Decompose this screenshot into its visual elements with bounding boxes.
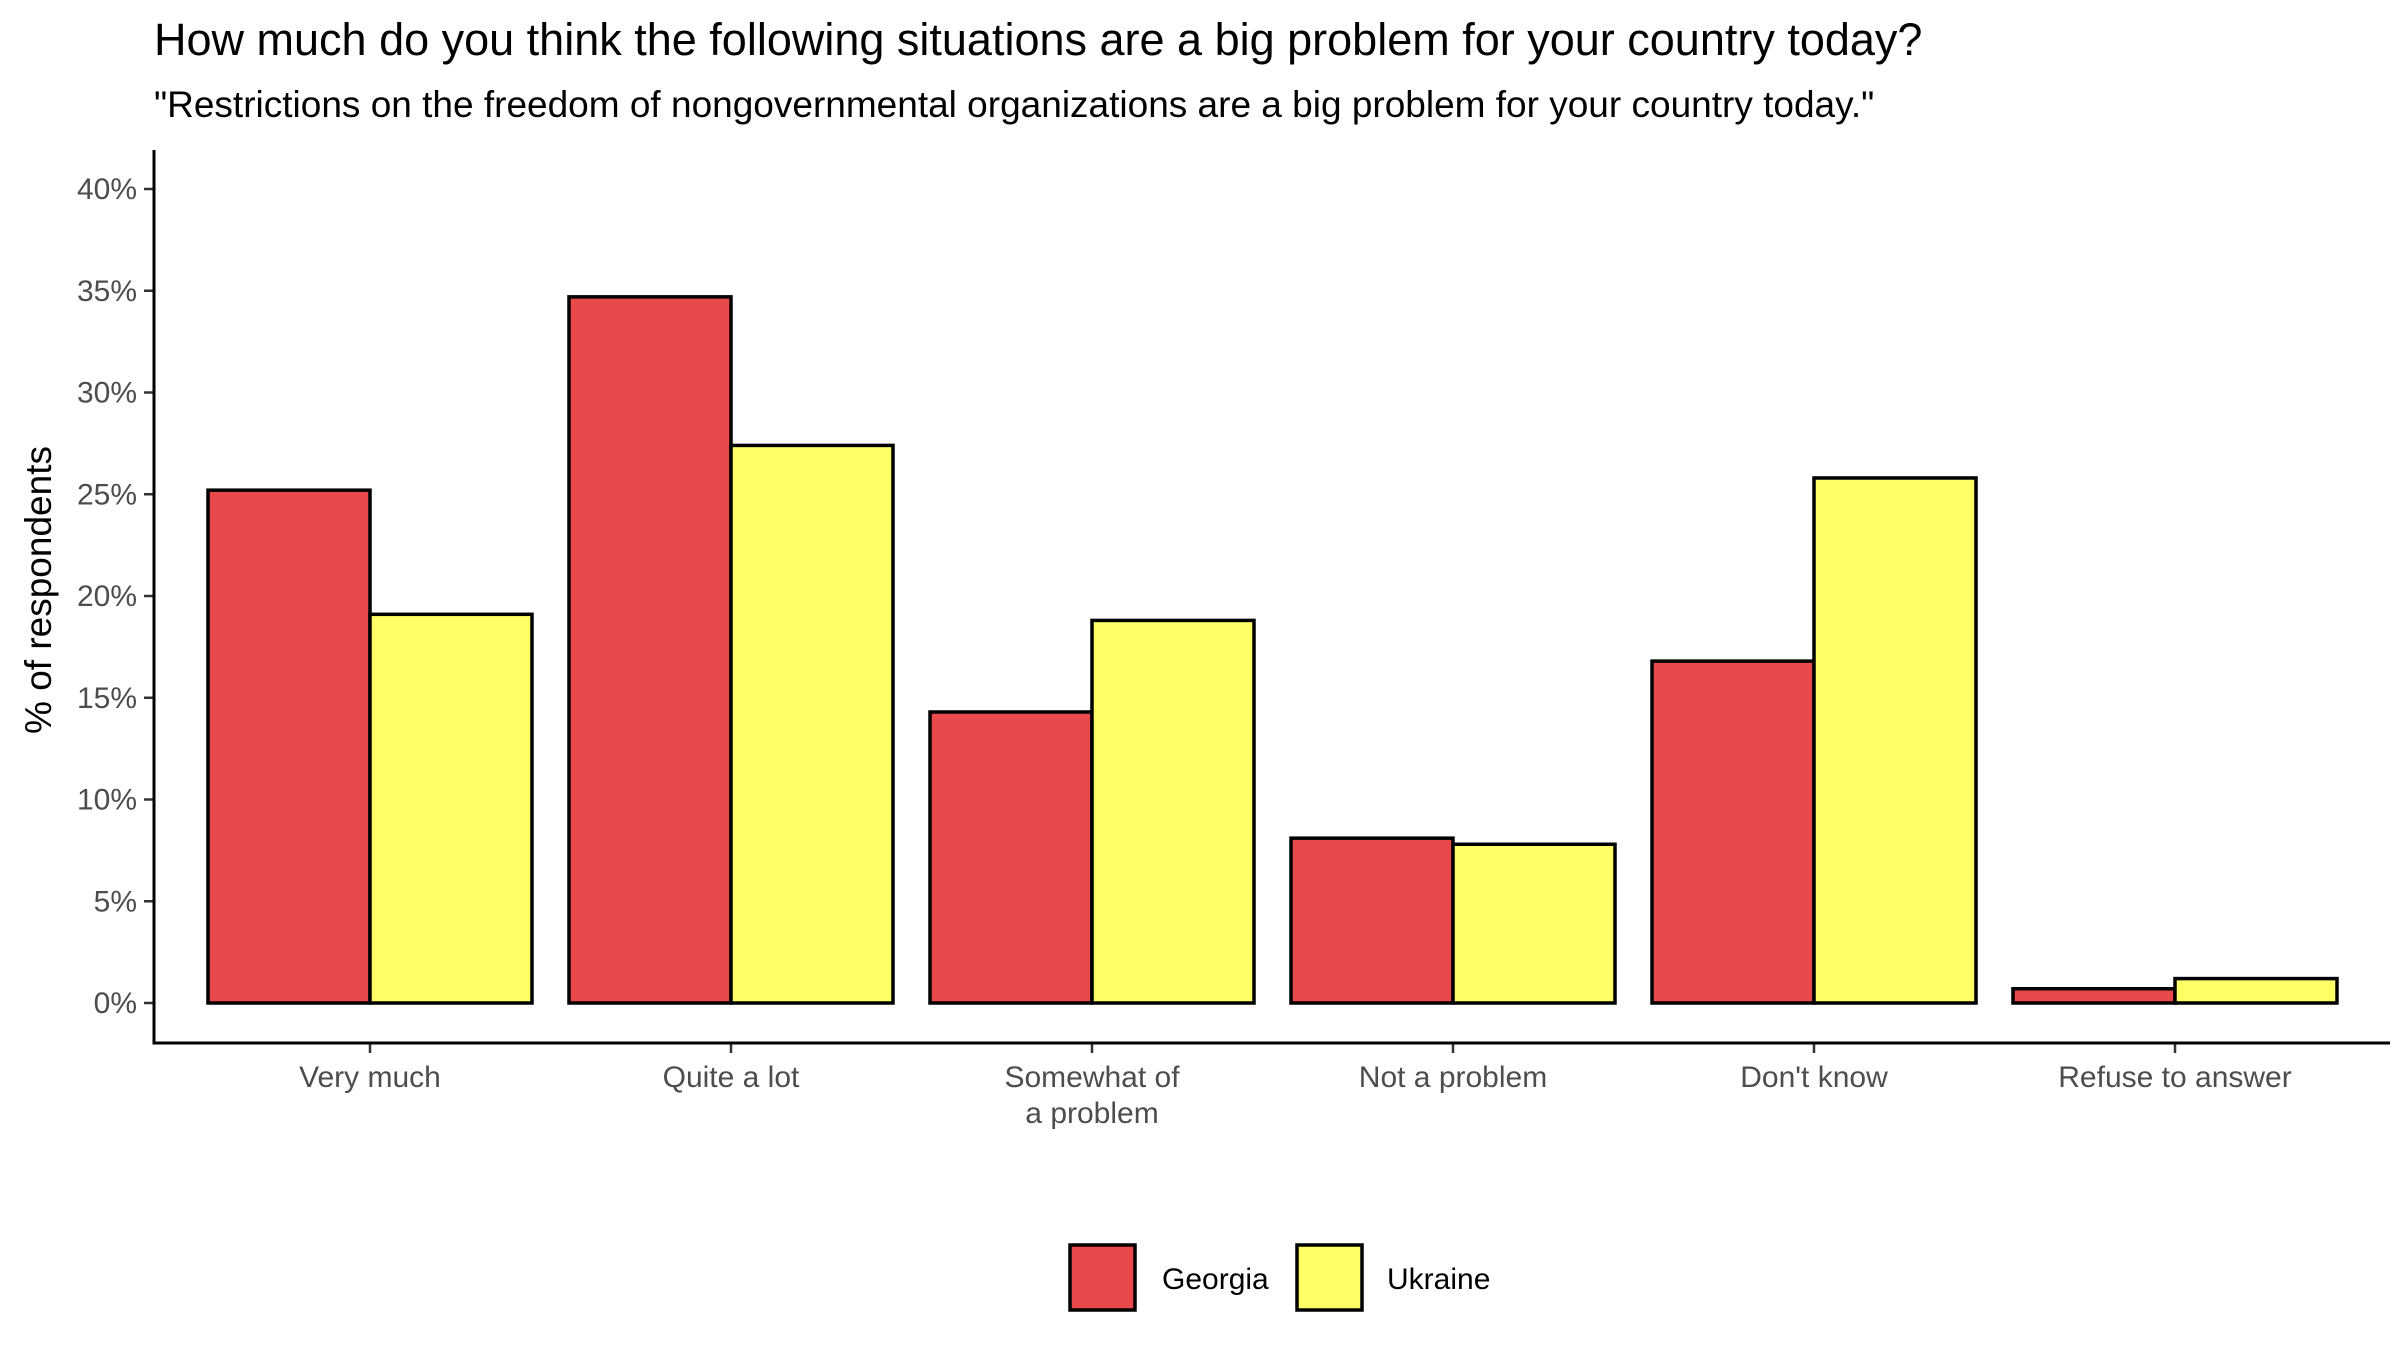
bar-ukraine-4	[1812, 476, 1978, 1005]
y-tick-label: 15%	[77, 682, 137, 715]
x-tick-label-line: Not a problem	[1359, 1061, 1547, 1094]
chart-subtitle: "Restrictions on the freedom of nongover…	[154, 84, 1875, 125]
legend-key-georgia	[1068, 1243, 1137, 1312]
bar-ukraine-5	[2173, 976, 2339, 1005]
bar-georgia-2	[928, 710, 1094, 1005]
bar-ukraine-3	[1451, 842, 1617, 1005]
legend-key-ukraine	[1295, 1243, 1364, 1312]
x-tick-label-line: Somewhat of	[1004, 1061, 1180, 1094]
bar-ukraine-1	[729, 443, 895, 1005]
x-tick-label: Refuse to answer	[2058, 1061, 2291, 1094]
x-tick-label-line: Quite a lot	[663, 1061, 800, 1094]
x-tick-label: Not a problem	[1359, 1061, 1547, 1094]
y-tick-label: 35%	[77, 275, 137, 308]
bar-georgia-5	[2011, 987, 2177, 1005]
x-tick-label-line: Don't know	[1740, 1061, 1888, 1094]
y-tick-label: 5%	[94, 885, 137, 918]
x-tick-label-line: a problem	[1025, 1097, 1158, 1130]
legend-label-georgia: Georgia	[1162, 1263, 1269, 1296]
bar-ukraine-2	[1090, 618, 1256, 1005]
x-tick-label: Somewhat of a problem	[1004, 1061, 1180, 1130]
x-tick-label-line: Very much	[299, 1061, 441, 1094]
y-tick-label: 25%	[77, 478, 137, 511]
y-tick-label: 20%	[77, 580, 137, 613]
legend: Georgia Ukraine	[1068, 1243, 1490, 1312]
y-tick-label: 10%	[77, 784, 137, 817]
y-axis-title: % of respondents	[18, 446, 59, 734]
x-tick-label-line: Refuse to answer	[2058, 1061, 2291, 1094]
chart-title: How much do you think the following situ…	[154, 14, 1923, 65]
legend-label-ukraine: Ukraine	[1387, 1263, 1490, 1296]
bar-georgia-3	[1289, 836, 1455, 1005]
bar-georgia-0	[206, 488, 372, 1005]
bars-group	[206, 295, 2339, 1005]
x-tick-label: Don't know	[1740, 1061, 1888, 1094]
bar-ukraine-0	[368, 612, 534, 1005]
y-tick-label: 30%	[77, 377, 137, 410]
x-axis-ticks: Very much Quite a lot Somewhat of a problem…	[299, 1043, 2292, 1130]
bar-georgia-4	[1650, 659, 1816, 1005]
y-tick-label: 40%	[77, 173, 137, 206]
y-tick-label: 0%	[94, 987, 137, 1020]
x-tick-label: Very much	[299, 1061, 441, 1094]
y-axis-ticks: 0% 5% 10% 15% 20% 25% 30% 35% 40%	[77, 173, 154, 1020]
bar-georgia-1	[567, 295, 733, 1005]
x-tick-label: Quite a lot	[663, 1061, 800, 1094]
